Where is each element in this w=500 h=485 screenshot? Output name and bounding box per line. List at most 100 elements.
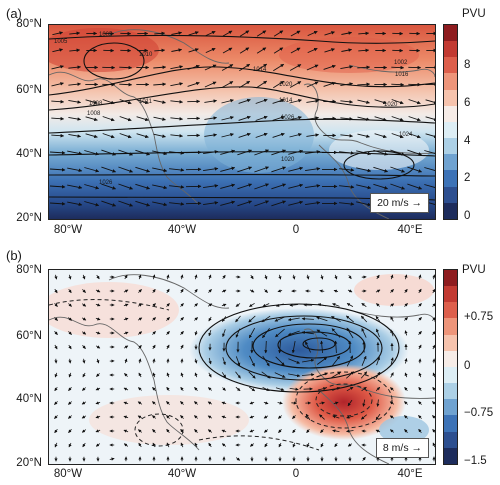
wind-vector: [340, 134, 354, 138]
isobar-label: 1024: [399, 132, 413, 138]
wind-vector: [278, 340, 282, 354]
wind-vector: [235, 303, 241, 307]
wind-vector: [346, 303, 354, 307]
wind-vector: [306, 64, 319, 71]
wind-vector: [289, 303, 299, 307]
wind-vector: [408, 133, 421, 139]
colorbar-segment: [444, 89, 457, 106]
wind-vector: [119, 133, 132, 139]
wind-vector: [331, 315, 341, 323]
wind-vector: [346, 371, 354, 379]
wind-vector: [389, 303, 395, 307]
wind-vector: [152, 150, 168, 156]
wind-vector: [180, 288, 184, 294]
wind-vector: [346, 415, 354, 419]
wind-vector: [331, 328, 341, 338]
wind-vector: [390, 289, 394, 293]
panel-b-colorbar-tick: −1.5: [464, 455, 487, 467]
wind-vector: [208, 316, 212, 322]
wind-vector: [85, 99, 98, 105]
wind-vector: [221, 116, 234, 121]
wind-vector: [424, 167, 435, 171]
wind-vector: [255, 98, 268, 104]
wind-vector: [418, 331, 422, 335]
wind-vector: [123, 443, 129, 447]
wind-vector: [418, 372, 422, 378]
wind-vector: [82, 387, 86, 391]
isobar-label: 1005: [99, 32, 113, 38]
wind-vector: [317, 387, 327, 391]
wind-vector: [109, 457, 115, 461]
wind-vector: [306, 133, 320, 137]
wind-vector: [170, 82, 184, 87]
wind-vector: [166, 415, 170, 419]
wind-vector: [123, 303, 129, 307]
wind-vector: [221, 443, 227, 447]
isobar-label: 1010: [139, 52, 153, 58]
wind-vector: [390, 166, 406, 173]
panel-b-wind-vectors: [54, 274, 435, 462]
wind-vector: [273, 47, 284, 54]
wind-vector: [306, 274, 310, 280]
wind-vector: [136, 133, 149, 139]
wind-vector: [180, 401, 184, 405]
wind-vector: [239, 47, 250, 54]
wind-vector: [278, 415, 282, 419]
wind-vector: [262, 386, 270, 392]
wind-vector: [357, 133, 370, 138]
wind-vector: [237, 166, 253, 173]
wind-vector: [221, 99, 234, 104]
wind-vector: [346, 429, 354, 433]
wind-vector: [346, 327, 354, 339]
wind-vector: [180, 386, 184, 392]
wind-vector: [138, 442, 142, 448]
isobar-label: 1026: [281, 115, 295, 121]
wind-vector: [254, 200, 270, 207]
wind-vector: [194, 330, 198, 336]
wind-vector: [49, 184, 66, 189]
wind-vector: [123, 415, 129, 419]
wind-vector: [203, 184, 219, 189]
wind-vector: [221, 64, 234, 71]
wind-vector: [324, 48, 335, 53]
wind-vector: [319, 401, 325, 405]
wind-vector: [235, 356, 241, 366]
wind-vector: [237, 149, 253, 156]
wind-vector: [278, 274, 282, 280]
wind-vector: [170, 100, 184, 104]
wind-vector: [332, 303, 340, 307]
wind-vector: [222, 357, 226, 366]
wind-vector: [220, 200, 236, 206]
wind-vector: [256, 47, 267, 54]
wind-vector: [166, 344, 170, 350]
wind-vector: [271, 200, 287, 207]
wind-vector: [301, 330, 314, 335]
panel-a-colorbar-unit: PVU: [462, 8, 486, 20]
wind-vector: [362, 399, 366, 407]
wind-vector: [289, 116, 302, 121]
wind-vector: [152, 184, 168, 190]
wind-vector: [194, 288, 198, 294]
wind-vector: [407, 183, 423, 190]
wind-vector: [194, 429, 198, 433]
wind-vector: [332, 415, 340, 419]
wind-vector: [52, 31, 64, 36]
panel-a-lat-40n: 40°N: [16, 148, 42, 160]
wind-vector: [264, 340, 268, 354]
wind-vector: [170, 65, 184, 70]
wind-vector: [67, 150, 83, 156]
wind-vector: [194, 358, 198, 364]
isobar-label: 1008: [87, 111, 101, 117]
wind-vector: [152, 387, 156, 391]
wind-vector: [432, 344, 435, 350]
panel-b-colorbar-unit: PVU: [462, 264, 486, 276]
wind-vector: [261, 315, 271, 323]
colorbar-segment: [444, 447, 457, 464]
wind-vector: [102, 99, 115, 105]
wind-vector: [54, 303, 58, 307]
wind-vector: [54, 331, 58, 335]
wind-vector: [204, 99, 218, 103]
wind-vector: [180, 442, 184, 448]
wind-vector: [81, 429, 87, 433]
wind-vector: [360, 315, 368, 323]
